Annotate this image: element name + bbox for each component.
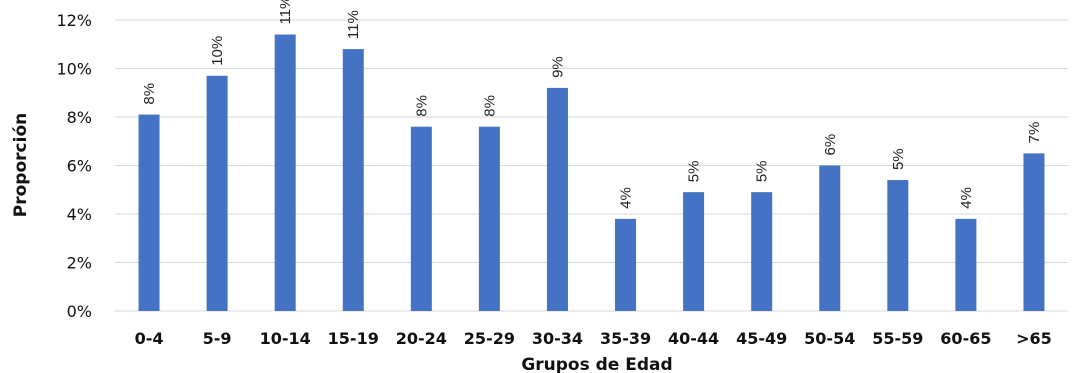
data-label: 4% bbox=[618, 187, 635, 209]
data-label: 6% bbox=[822, 134, 839, 156]
x-tick-label: 40-44 bbox=[668, 329, 719, 348]
x-axis-ticks: 0-4 5-9 10-14 15-19 20-24 25-29 30-34 35-39 40-4… bbox=[135, 329, 1052, 348]
bar bbox=[138, 114, 160, 311]
y-tick-label: 0% bbox=[67, 302, 92, 321]
data-labels: 8% 10% 11% 11% 8% 8% 9% 4% 5% 5% 6% 5% 4% 7% bbox=[141, 0, 1043, 209]
bar bbox=[955, 218, 977, 311]
y-tick-label: 4% bbox=[67, 205, 92, 224]
bar bbox=[615, 218, 637, 311]
x-tick-label: 20-24 bbox=[396, 329, 447, 348]
y-tick-label: 12% bbox=[56, 11, 92, 30]
y-tick-label: 10% bbox=[56, 60, 92, 79]
data-label: 11% bbox=[277, 0, 294, 25]
x-tick-label: 60-65 bbox=[940, 329, 991, 348]
bar bbox=[887, 180, 909, 311]
y-axis-title: Proporción bbox=[11, 113, 31, 217]
x-axis-title: Grupos de Edad bbox=[521, 355, 672, 373]
bar bbox=[206, 75, 228, 312]
data-label: 8% bbox=[413, 95, 430, 117]
x-tick-label: 0-4 bbox=[135, 329, 164, 348]
bar bbox=[274, 34, 296, 312]
y-tick-label: 6% bbox=[67, 157, 92, 176]
data-label: 5% bbox=[686, 160, 703, 182]
bar bbox=[751, 192, 773, 311]
x-tick-label: >65 bbox=[1016, 329, 1052, 348]
x-tick-label: 50-54 bbox=[804, 329, 855, 348]
bar bbox=[546, 87, 568, 312]
x-tick-label: 10-14 bbox=[260, 329, 311, 348]
bar bbox=[1023, 153, 1045, 311]
x-tick-label: 55-59 bbox=[872, 329, 923, 348]
bar bbox=[819, 165, 841, 311]
bar bbox=[410, 126, 432, 311]
data-label: 5% bbox=[754, 160, 771, 182]
data-label: 8% bbox=[481, 95, 498, 117]
data-label: 11% bbox=[345, 10, 362, 39]
bars bbox=[138, 34, 1045, 312]
y-axis-ticks: 0% 2% 4% 6% 8% 10% 12% bbox=[56, 11, 92, 321]
data-label: 7% bbox=[1026, 122, 1043, 144]
data-label: 9% bbox=[549, 56, 566, 78]
data-label: 4% bbox=[958, 187, 975, 209]
x-tick-label: 30-34 bbox=[532, 329, 583, 348]
x-tick-label: 35-39 bbox=[600, 329, 651, 348]
x-tick-label: 45-49 bbox=[736, 329, 787, 348]
y-tick-label: 2% bbox=[67, 254, 92, 273]
bar bbox=[683, 192, 705, 311]
gridlines bbox=[115, 19, 1068, 312]
bar bbox=[478, 126, 500, 311]
data-label: 8% bbox=[141, 83, 158, 105]
x-tick-label: 15-19 bbox=[328, 329, 379, 348]
y-tick-label: 8% bbox=[67, 108, 92, 127]
x-tick-label: 25-29 bbox=[464, 329, 515, 348]
x-tick-label: 5-9 bbox=[203, 329, 232, 348]
data-label: 5% bbox=[890, 148, 907, 170]
data-label: 10% bbox=[209, 36, 226, 66]
bar bbox=[342, 49, 364, 311]
